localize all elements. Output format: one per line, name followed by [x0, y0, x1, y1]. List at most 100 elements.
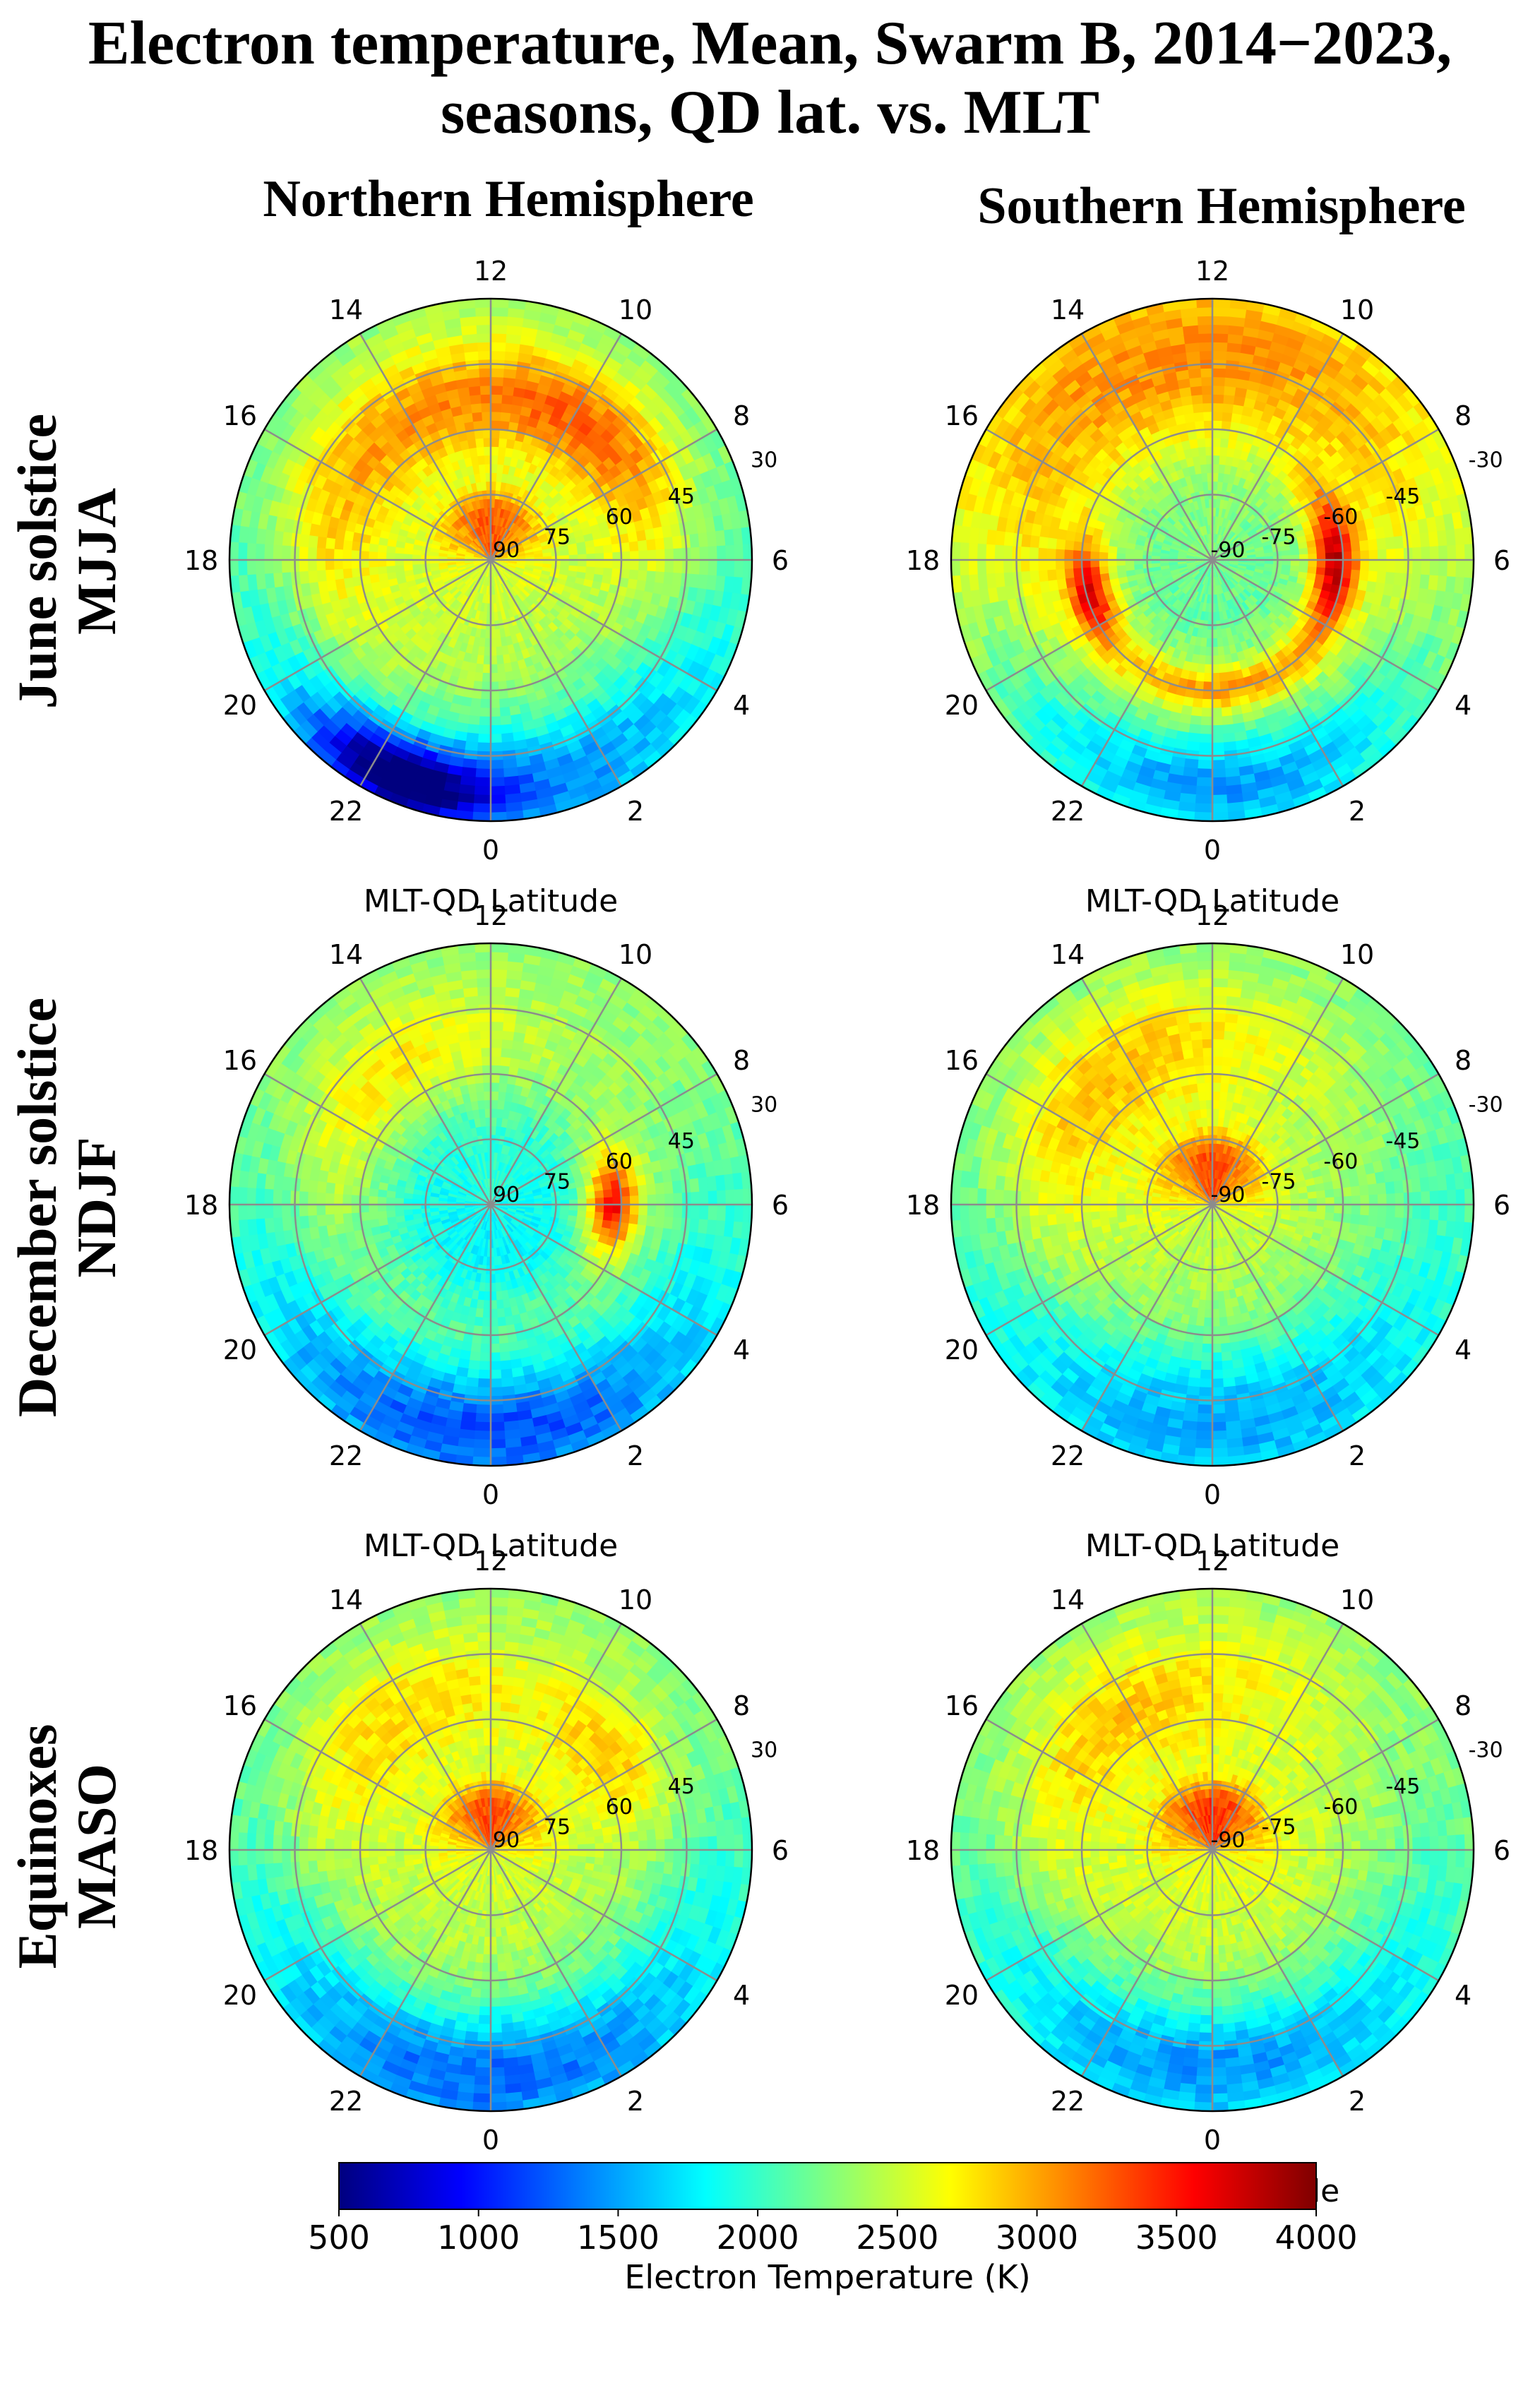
heatmap-cell: [1207, 533, 1210, 543]
heatmap-cell: [686, 659, 703, 679]
heatmap-cell: [644, 703, 662, 722]
heatmap-cell: [456, 603, 465, 614]
heatmap-cell: [522, 599, 532, 609]
heatmap-cell: [395, 571, 406, 580]
heatmap-cell: [333, 549, 343, 561]
heatmap-cell: [1229, 561, 1239, 564]
heatmap-cell: [1217, 585, 1222, 595]
heatmap-cell: [532, 643, 544, 655]
heatmap-cell: [265, 587, 277, 605]
heatmap-cell: [362, 718, 381, 735]
heatmap-cell: [586, 748, 605, 764]
heatmap-cell: [424, 611, 436, 622]
heatmap-cell: [397, 366, 415, 381]
heatmap-cell: [317, 352, 338, 371]
heatmap-cell: [467, 724, 481, 734]
heatmap-cell: [458, 669, 470, 681]
heatmap-cell: [450, 599, 460, 609]
heatmap-cell: [602, 574, 612, 585]
heatmap-cell: [278, 676, 296, 697]
heatmap-cell: [239, 590, 252, 611]
heatmap-cell: [455, 722, 470, 734]
heatmap-cell: [475, 549, 484, 556]
heatmap-cell: [442, 691, 455, 704]
heatmap-cell: [586, 786, 608, 802]
heatmap-cell: [490, 734, 503, 743]
heatmap-cell: [509, 534, 518, 543]
heatmap-cell: [289, 639, 304, 657]
heatmap-cell: [537, 580, 548, 587]
heatmap-cell: [510, 597, 518, 607]
heatmap-cell: [616, 363, 635, 381]
heatmap-cell: [474, 628, 482, 638]
heatmap-cell: [524, 380, 539, 392]
heatmap-cell: [660, 697, 679, 716]
heatmap-cell: [410, 608, 422, 619]
heatmap-cell: [487, 542, 490, 551]
heatmap-cell: [468, 662, 478, 673]
heatmap-cell: [489, 350, 506, 360]
heatmap-cell: [715, 528, 726, 547]
heatmap-cell: [656, 426, 673, 445]
heatmap-cell: [508, 522, 515, 532]
heatmap-cell: [673, 559, 683, 573]
heatmap-cell: [251, 637, 266, 658]
heatmap-cell: [468, 544, 477, 551]
heatmap-cell: [1212, 734, 1225, 743]
heatmap-cell: [530, 539, 541, 547]
heatmap-cell: [562, 336, 582, 352]
heatmap-cell: [487, 611, 491, 621]
heatmap-cell: [446, 335, 463, 347]
heatmap-cell: [477, 584, 483, 594]
heatmap-cell: [377, 566, 388, 575]
heatmap-cell: [455, 299, 475, 310]
heatmap-cell: [680, 386, 699, 407]
heatmap-cell: [442, 576, 452, 584]
mlt-tick-label: 14: [329, 294, 363, 326]
heatmap-cell: [405, 799, 426, 813]
heatmap-cell: [513, 624, 522, 635]
heatmap-cell: [659, 511, 671, 527]
heatmap-cell: [452, 739, 468, 751]
heatmap-cell: [352, 576, 363, 588]
heatmap-cell: [1037, 547, 1048, 561]
heatmap-cell: [432, 619, 443, 630]
heatmap-cell: [326, 580, 338, 593]
heatmap-cell: [708, 544, 718, 561]
heatmap-cell: [583, 326, 604, 342]
heatmap-cell: [458, 544, 467, 550]
heatmap-cell: [263, 544, 274, 561]
heatmap-cell: [708, 465, 722, 486]
mlt-tick-label: 18: [184, 545, 218, 576]
heatmap-cell: [473, 561, 483, 565]
heatmap-cell: [454, 686, 466, 698]
heatmap-cell: [523, 525, 533, 534]
heatmap-cell: [1190, 715, 1203, 726]
heatmap-cell: [341, 356, 362, 374]
heatmap-cell: [499, 561, 508, 565]
heatmap-cell: [493, 542, 497, 552]
heatmap-cell: [529, 635, 539, 647]
heatmap-cell: [381, 740, 400, 756]
heatmap-cell: [470, 654, 479, 664]
heatmap-cell: [481, 585, 486, 595]
heatmap-cell: [559, 608, 571, 619]
heatmap-cell: [447, 343, 465, 355]
heatmap-cell: [477, 742, 492, 752]
heatmap-cell: [455, 486, 465, 498]
heatmap-cell: [509, 705, 523, 716]
heatmap-cell: [302, 421, 319, 440]
heatmap-cell: [1046, 537, 1057, 551]
heatmap-cell: [323, 382, 342, 401]
heatmap-cell: [586, 318, 608, 334]
heatmap-cell: [496, 646, 504, 656]
heatmap-cell: [1200, 734, 1213, 743]
heatmap-cell: [448, 568, 458, 575]
heatmap-cell: [496, 655, 505, 665]
heatmap-cell: [547, 621, 559, 633]
heatmap-cell: [408, 315, 429, 330]
heatmap-cell: [677, 639, 693, 657]
heatmap-cell: [667, 398, 686, 418]
heatmap-cell: [701, 450, 717, 471]
heatmap-cell: [669, 521, 681, 537]
